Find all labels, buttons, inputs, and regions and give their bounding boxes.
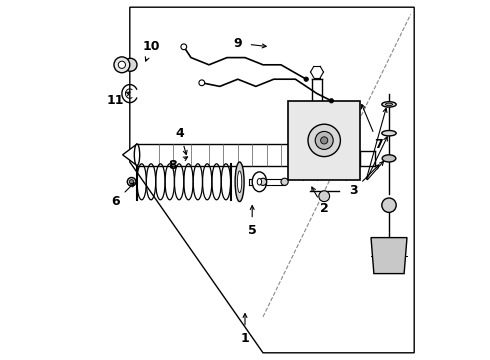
Text: 5: 5 bbox=[248, 224, 257, 237]
Text: 9: 9 bbox=[234, 37, 242, 50]
Ellipse shape bbox=[382, 102, 396, 107]
Circle shape bbox=[315, 131, 333, 149]
Circle shape bbox=[320, 137, 328, 144]
Circle shape bbox=[319, 191, 330, 202]
Text: 7: 7 bbox=[374, 138, 383, 150]
Text: 3: 3 bbox=[349, 184, 357, 197]
Circle shape bbox=[281, 178, 288, 185]
Circle shape bbox=[114, 57, 130, 73]
Polygon shape bbox=[371, 238, 407, 274]
Circle shape bbox=[304, 77, 308, 81]
Text: 10: 10 bbox=[143, 40, 160, 53]
Text: 2: 2 bbox=[320, 202, 329, 215]
FancyBboxPatch shape bbox=[288, 101, 360, 180]
Ellipse shape bbox=[235, 162, 244, 202]
Ellipse shape bbox=[252, 172, 267, 192]
Circle shape bbox=[129, 180, 134, 184]
Ellipse shape bbox=[257, 179, 262, 185]
Ellipse shape bbox=[238, 171, 242, 193]
Text: 11: 11 bbox=[107, 94, 124, 107]
Circle shape bbox=[329, 99, 334, 103]
Text: 6: 6 bbox=[111, 195, 120, 208]
Text: 1: 1 bbox=[241, 332, 249, 345]
Circle shape bbox=[127, 177, 136, 186]
Circle shape bbox=[199, 80, 205, 86]
Ellipse shape bbox=[386, 103, 392, 106]
Circle shape bbox=[118, 61, 125, 68]
Ellipse shape bbox=[382, 131, 396, 136]
Circle shape bbox=[181, 44, 187, 50]
Polygon shape bbox=[122, 144, 137, 166]
Ellipse shape bbox=[382, 155, 396, 162]
Circle shape bbox=[382, 198, 396, 212]
Text: 8: 8 bbox=[169, 159, 177, 172]
Circle shape bbox=[124, 58, 137, 71]
Text: 4: 4 bbox=[176, 127, 185, 140]
Circle shape bbox=[308, 124, 341, 157]
Circle shape bbox=[259, 178, 267, 185]
Ellipse shape bbox=[134, 144, 140, 166]
